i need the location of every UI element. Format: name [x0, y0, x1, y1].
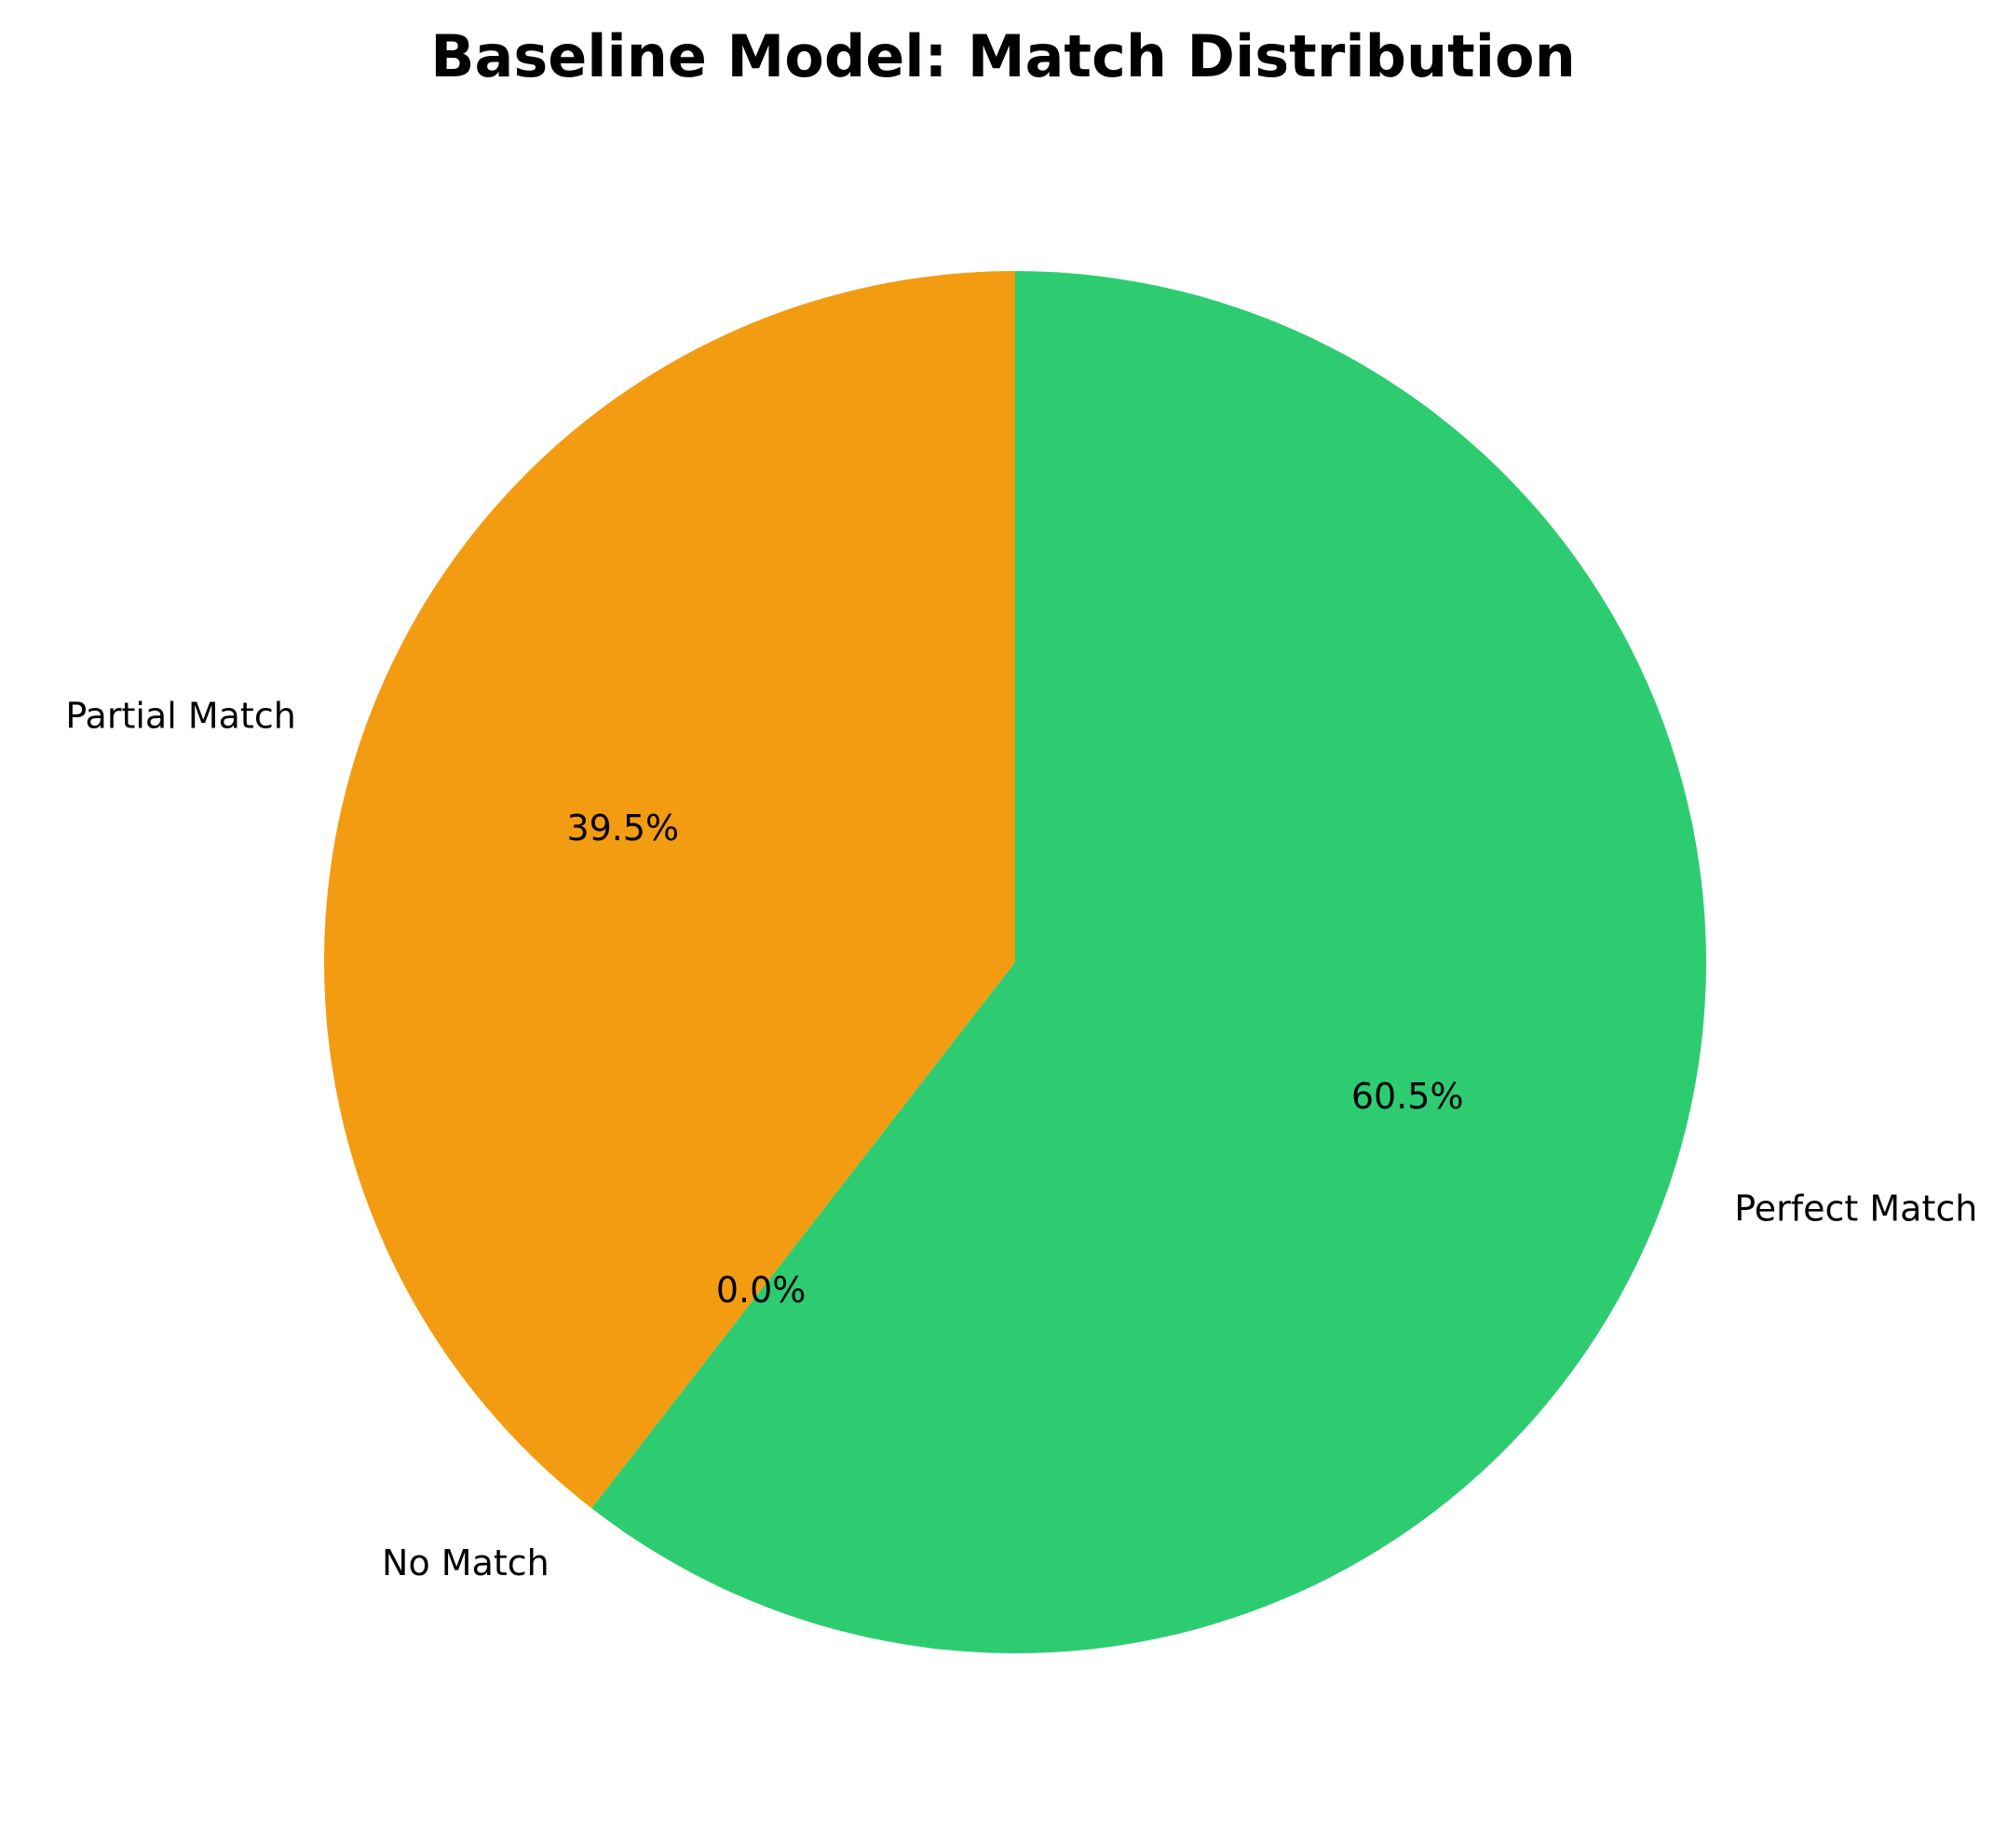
pie-slice-perfect-match: [591, 271, 1707, 1653]
slice-label-no-match: No Match: [382, 1542, 549, 1583]
slice-label-perfect-match: Perfect Match: [1734, 1188, 1977, 1229]
pie-labels: Partial Match 39.5% No Match 0.0% Perfect Ma…: [65, 696, 1977, 1583]
pie-slices: [324, 271, 1707, 1653]
pct-label-no-match: 0.0%: [716, 1270, 807, 1311]
pie-slice-partial-match: [324, 271, 1015, 1509]
pct-label-perfect-match: 60.5%: [1351, 1076, 1464, 1117]
chart-title: Baseline Model: Match Distribution: [430, 22, 1576, 90]
pct-label-partial-match: 39.5%: [566, 808, 679, 849]
slice-label-partial-match: Partial Match: [65, 696, 295, 737]
